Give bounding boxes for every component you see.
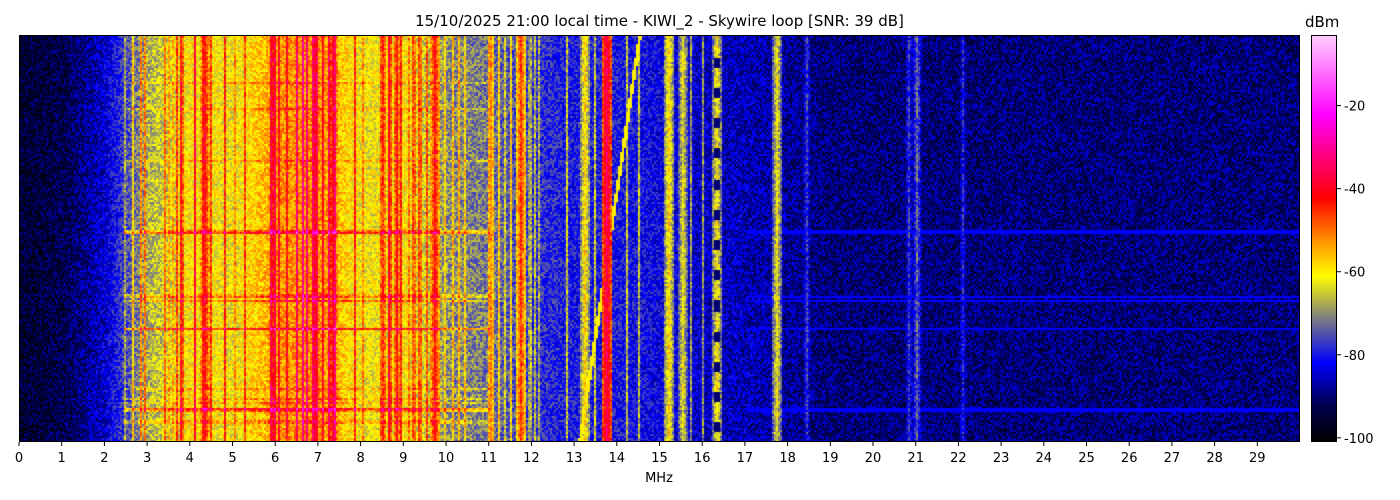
colorbar-tick-label: -20 xyxy=(1344,100,1365,115)
x-tick-label: 12 xyxy=(523,451,540,466)
x-tick-label: 16 xyxy=(694,451,711,466)
x-tick-label: 6 xyxy=(271,451,279,466)
x-tick-label: 25 xyxy=(1078,451,1095,466)
colorbar xyxy=(1311,35,1337,442)
x-tick-label: 3 xyxy=(143,451,151,466)
x-axis-label: MHz xyxy=(645,471,673,486)
x-tick-label: 9 xyxy=(399,451,407,466)
colorbar-gradient xyxy=(1312,36,1336,441)
x-tick-label: 13 xyxy=(566,451,583,466)
x-tick-label: 15 xyxy=(651,451,668,466)
x-tick-label: 17 xyxy=(737,451,754,466)
x-tick-label: 29 xyxy=(1249,451,1266,466)
x-tick-label: 20 xyxy=(865,451,882,466)
colorbar-tick-label: -40 xyxy=(1344,183,1365,198)
x-tick-label: 27 xyxy=(1164,451,1181,466)
x-axis: 0 1 2 3 4 5 6 7 8 9 10 11 12 13 14 15 16 17 18 19 20 21 22 23 24… xyxy=(15,442,1266,466)
x-tick-label: 5 xyxy=(228,451,236,466)
x-tick-label: 2 xyxy=(100,451,108,466)
x-tick-label: 11 xyxy=(480,451,497,466)
chart-title: 15/10/2025 21:00 local time - KIWI_2 - S… xyxy=(415,12,904,30)
x-tick-label: 21 xyxy=(907,451,924,466)
x-tick-label: 24 xyxy=(1036,451,1053,466)
colorbar-axis: -20 -40 -60 -80 -100 xyxy=(1337,100,1374,447)
x-tick-label: 28 xyxy=(1206,451,1223,466)
x-tick-label: 14 xyxy=(609,451,626,466)
x-tick-label: 23 xyxy=(993,451,1010,466)
colorbar-tick-label: -80 xyxy=(1344,349,1365,364)
colorbar-tick-label: -60 xyxy=(1344,266,1365,281)
x-tick-label: 22 xyxy=(950,451,967,466)
x-tick-label: 26 xyxy=(1121,451,1138,466)
x-tick-label: 1 xyxy=(58,451,66,466)
x-tick-label: 8 xyxy=(356,451,364,466)
x-tick-label: 4 xyxy=(186,451,194,466)
x-tick-label: 18 xyxy=(779,451,796,466)
x-tick-label: 10 xyxy=(438,451,455,466)
spectrogram-heatmap xyxy=(20,36,1299,441)
colorbar-label: dBm xyxy=(1305,13,1340,31)
x-tick-label: 0 xyxy=(15,451,23,466)
x-tick-label: 7 xyxy=(314,451,322,466)
spectrogram-plot-area xyxy=(19,35,1300,442)
x-tick-label: 19 xyxy=(822,451,839,466)
colorbar-tick-label: -100 xyxy=(1344,432,1374,447)
